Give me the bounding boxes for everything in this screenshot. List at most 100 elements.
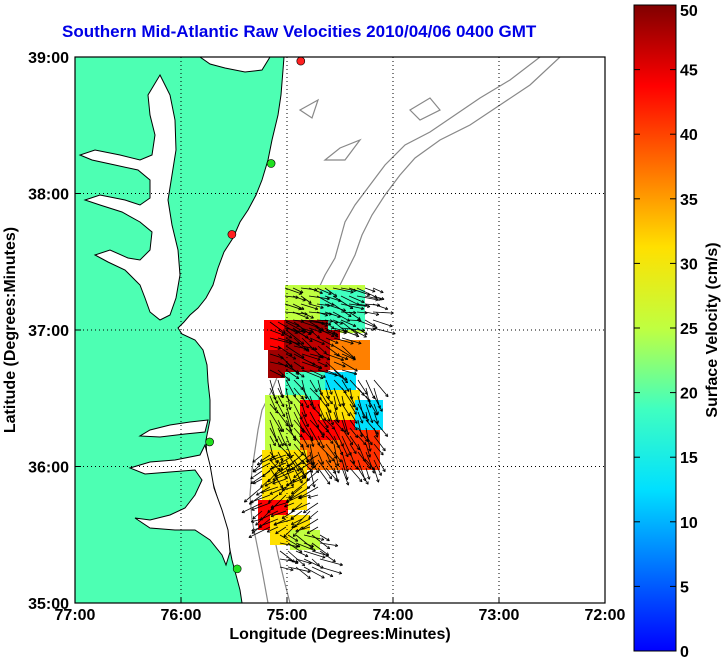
vector-head bbox=[325, 350, 327, 354]
vector-head bbox=[347, 414, 351, 417]
vector-head bbox=[364, 305, 368, 307]
y-axis-ticks: 39:00 38:00 37:00 36:00 35:00 bbox=[28, 50, 81, 613]
vector-head bbox=[301, 526, 304, 530]
vector-head bbox=[343, 364, 346, 367]
velocity-vector bbox=[316, 311, 328, 316]
velocity-vector bbox=[356, 295, 379, 301]
velocity-vector bbox=[269, 454, 287, 461]
velocity-vector bbox=[333, 321, 347, 333]
vector-head bbox=[306, 479, 310, 482]
velocity-vector bbox=[325, 427, 340, 449]
velocity-vector bbox=[372, 311, 394, 314]
vector-head bbox=[252, 517, 256, 520]
vector-head bbox=[318, 331, 322, 334]
vector-head bbox=[327, 305, 331, 308]
velocity-vector bbox=[357, 379, 368, 395]
velocity-vector bbox=[293, 345, 309, 350]
velocity-vector bbox=[340, 303, 364, 310]
colorbar-tick-label: 30 bbox=[680, 256, 698, 273]
velocity-vector bbox=[325, 443, 337, 459]
vector-head bbox=[305, 413, 308, 418]
velocity-vector bbox=[301, 411, 309, 427]
velocity-vector bbox=[309, 353, 322, 358]
velocity-vector bbox=[349, 427, 359, 438]
velocity-vector bbox=[316, 287, 332, 295]
velocity-vector bbox=[325, 395, 333, 405]
vector-head bbox=[356, 448, 360, 451]
vector-head bbox=[289, 406, 292, 410]
vector-head bbox=[362, 443, 366, 446]
velocity-vector bbox=[285, 451, 300, 472]
velocity-vector bbox=[256, 454, 279, 466]
vector-head bbox=[327, 356, 331, 360]
vector-head bbox=[281, 515, 284, 519]
vector-head bbox=[366, 476, 370, 480]
velocity-vector bbox=[325, 411, 331, 422]
vector-head bbox=[250, 480, 253, 484]
velocity-vector bbox=[311, 534, 330, 550]
vector-head bbox=[375, 421, 379, 424]
velocity-vector bbox=[269, 486, 287, 495]
vector-head bbox=[280, 429, 284, 433]
vector-head bbox=[350, 341, 354, 344]
station-marker bbox=[232, 564, 242, 574]
vector-head bbox=[284, 504, 287, 507]
vector-head bbox=[269, 491, 273, 495]
velocity-vector bbox=[301, 387, 314, 406]
vector-head bbox=[371, 468, 375, 471]
albemarle-sound bbox=[138, 419, 209, 438]
vector-head bbox=[339, 564, 343, 567]
vector-head bbox=[353, 451, 357, 455]
x-tick-label: 73:00 bbox=[479, 607, 520, 624]
vector-head bbox=[273, 522, 277, 525]
vector-head bbox=[334, 375, 338, 377]
vector-head bbox=[311, 544, 314, 547]
velocity-vector bbox=[309, 419, 325, 436]
velocity-vector bbox=[373, 427, 378, 438]
colorbar-tick-label: 0 bbox=[680, 644, 689, 659]
vector-head bbox=[349, 442, 353, 446]
vector-head bbox=[306, 335, 309, 339]
velocity-vector bbox=[309, 361, 323, 369]
velocity-vector bbox=[292, 303, 305, 310]
vector-head bbox=[382, 449, 386, 452]
velocity-vector bbox=[325, 403, 334, 426]
vector-head bbox=[320, 462, 324, 465]
vector-head bbox=[339, 452, 343, 456]
velocity-vector bbox=[349, 435, 360, 451]
vector-head bbox=[345, 482, 349, 486]
vector-head bbox=[274, 524, 278, 526]
vector-head bbox=[345, 469, 349, 472]
velocity-vector bbox=[349, 419, 358, 431]
velocity-vector bbox=[309, 379, 318, 393]
velocity-vector bbox=[252, 510, 263, 520]
vector-head bbox=[386, 433, 389, 437]
velocity-vector bbox=[333, 361, 346, 368]
vector-head bbox=[262, 473, 265, 477]
vector-head bbox=[281, 414, 285, 418]
y-tick-label: 39:00 bbox=[28, 50, 69, 67]
vector-head bbox=[300, 549, 303, 553]
velocity-vector bbox=[316, 295, 334, 306]
velocity-vector bbox=[306, 470, 319, 481]
velocity-vector bbox=[260, 454, 271, 462]
velocity-vector bbox=[325, 459, 336, 474]
vector-head bbox=[295, 295, 299, 298]
velocity-vector bbox=[272, 478, 287, 485]
colorbar-tick-label: 15 bbox=[680, 450, 698, 467]
vector-head bbox=[361, 416, 365, 419]
vector-head bbox=[326, 296, 330, 300]
velocity-vector bbox=[341, 451, 349, 472]
vector-head bbox=[340, 562, 343, 566]
vector-head bbox=[392, 331, 396, 335]
velocity-vector bbox=[373, 443, 384, 456]
vector-head bbox=[382, 451, 384, 456]
vector-head bbox=[343, 308, 346, 311]
vector-head bbox=[280, 458, 283, 462]
vector-head bbox=[316, 337, 320, 339]
vector-head bbox=[389, 326, 393, 328]
vector-head bbox=[322, 341, 325, 345]
vector-head bbox=[269, 460, 273, 462]
velocity-vector bbox=[357, 451, 372, 469]
vector-head bbox=[289, 424, 293, 428]
